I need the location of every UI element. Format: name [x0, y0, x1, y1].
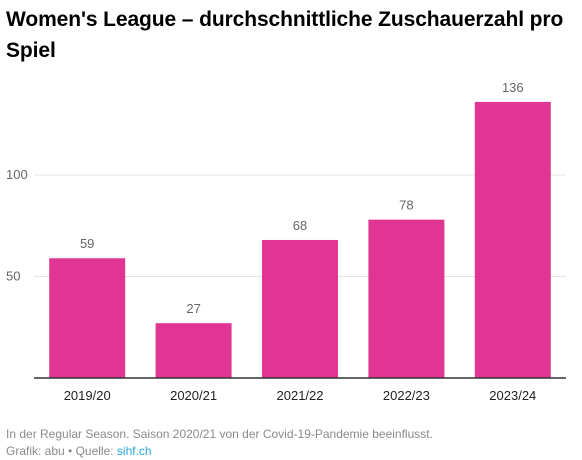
chart-title: Women's League – durchschnittliche Zusch…: [6, 8, 564, 62]
x-tick-label-2022/23: 2022/23: [383, 388, 430, 403]
x-tick-label-2023/24: 2023/24: [489, 388, 536, 403]
bar-2020/21: [155, 323, 232, 378]
bar-2019/20: [49, 258, 126, 378]
credit-prefix: Grafik: abu • Quelle:: [6, 444, 117, 458]
chart-note: In der Regular Season. Saison 2020/21 vo…: [6, 427, 433, 441]
x-tick-label-2020/21: 2020/21: [170, 388, 217, 403]
data-label-2022/23: 78: [399, 198, 413, 213]
chart-footer: In der Regular Season. Saison 2020/21 vo…: [6, 426, 433, 460]
bar-2022/23: [368, 219, 445, 378]
data-label-2019/20: 59: [80, 236, 94, 251]
bar-chart: 50 100 59 2019/20 27 2020/21 68 2021/22 78 2022/2…: [6, 80, 566, 403]
data-label-2023/24: 136: [502, 80, 524, 95]
bar-2021/22: [262, 239, 338, 378]
x-tick-label-2019/20: 2019/20: [64, 388, 111, 403]
data-label-2020/21: 27: [186, 301, 200, 316]
chart-credit: Grafik: abu • Quelle: sihf.ch: [6, 443, 433, 460]
bar-2023/24: [474, 101, 551, 379]
source-link[interactable]: sihf.ch: [116, 444, 152, 458]
y-tick-label-100: 100: [6, 167, 28, 182]
data-label-2021/22: 68: [293, 218, 307, 233]
x-tick-label-2021/22: 2021/22: [277, 388, 324, 403]
y-tick-label-50: 50: [6, 269, 20, 284]
